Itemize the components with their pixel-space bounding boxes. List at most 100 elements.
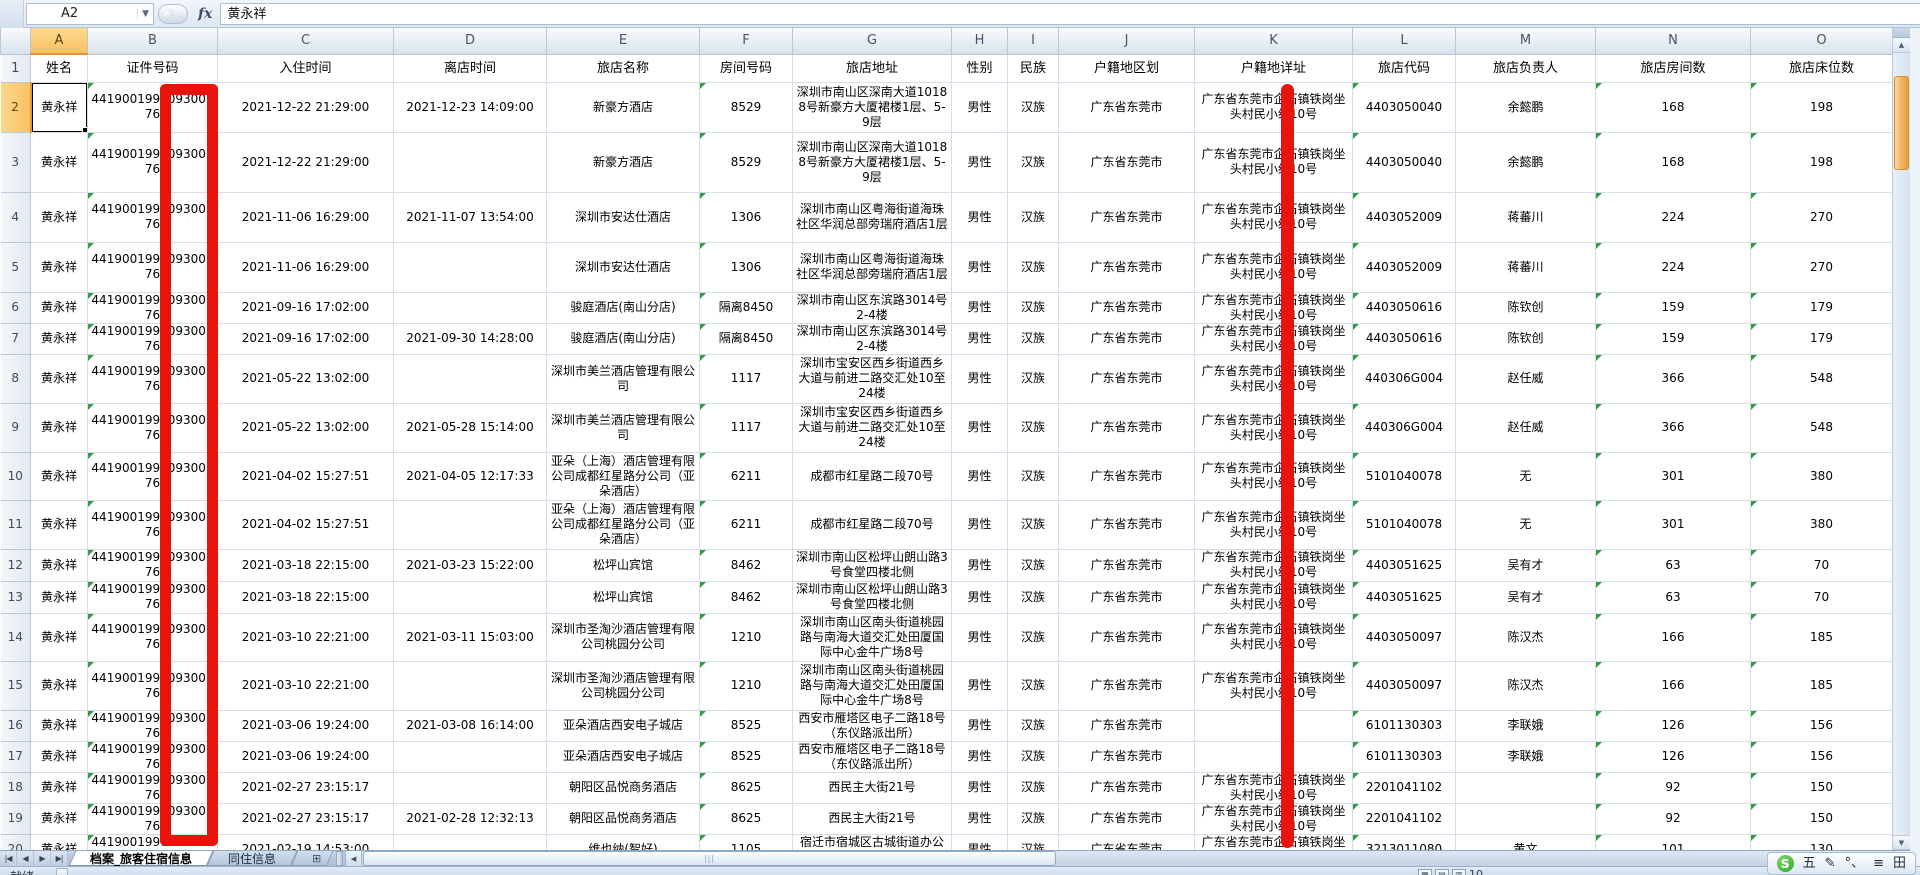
cell-G10[interactable]: 成都市红星路二段70号 [792, 451, 952, 501]
cell-O15[interactable]: 185 [1750, 660, 1893, 711]
scroll-left-icon[interactable]: ◀ [346, 851, 363, 866]
name-box[interactable]: A2 ▼ [26, 2, 154, 25]
cell-L20[interactable]: 3213011080 [1352, 833, 1456, 850]
cell-E10[interactable]: 亚朵（上海）酒店管理有限公司成都红星路分公司（亚朵酒店） [546, 451, 700, 501]
cell-N5[interactable]: 224 [1595, 241, 1751, 293]
cell-G11[interactable]: 成都市红星路二段70号 [792, 499, 952, 550]
cell-E12[interactable]: 松坪山宾馆 [546, 548, 700, 582]
cell-K14[interactable]: 广东省东莞市企石镇铁岗坐头村民小组10号 [1194, 612, 1353, 662]
macro-record-icon[interactable] [56, 868, 68, 875]
cell-I5[interactable]: 汉族 [1007, 241, 1059, 293]
vertical-scrollbar[interactable]: ▲ ▼ [1892, 28, 1910, 850]
cell-M14[interactable]: 陈汉杰 [1455, 612, 1596, 662]
cell-N8[interactable]: 366 [1595, 353, 1751, 404]
cell-O11[interactable]: 380 [1750, 499, 1893, 550]
cell-I8[interactable]: 汉族 [1007, 353, 1059, 404]
cell-A12[interactable]: 黄永祥 [30, 548, 88, 582]
cell-E19[interactable]: 朝阳区品悦商务酒店 [546, 802, 700, 835]
cell-G12[interactable]: 深圳市南山区松坪山朗山路3号食堂四楼北侧 [792, 548, 952, 582]
cell-E9[interactable]: 深圳市美兰酒店管理有限公司 [546, 402, 700, 453]
column-header-K[interactable]: K [1194, 28, 1353, 55]
cell-G18[interactable]: 西民主大街21号 [792, 771, 952, 804]
header-cell-D1[interactable]: 离店时间 [393, 53, 547, 83]
cell-H12[interactable]: 男性 [951, 548, 1008, 582]
cell-N6[interactable]: 159 [1595, 291, 1751, 324]
cell-I6[interactable]: 汉族 [1007, 291, 1059, 324]
cell-H5[interactable]: 男性 [951, 241, 1008, 293]
row-header-20[interactable]: 20 [0, 833, 31, 850]
cell-I19[interactable]: 汉族 [1007, 802, 1059, 835]
cell-B18[interactable]: 441900199009300376 [87, 771, 218, 804]
cell-M13[interactable]: 吴有才 [1455, 580, 1596, 614]
cell-N4[interactable]: 224 [1595, 191, 1751, 243]
cell-H10[interactable]: 男性 [951, 451, 1008, 501]
sheet-tab-cohabitant-info[interactable]: 同住信息 [210, 851, 294, 866]
cell-H8[interactable]: 男性 [951, 353, 1008, 404]
column-header-F[interactable]: F [699, 28, 793, 55]
cell-H18[interactable]: 男性 [951, 771, 1008, 804]
header-cell-G1[interactable]: 旅店地址 [792, 53, 952, 83]
cell-I12[interactable]: 汉族 [1007, 548, 1059, 582]
cell-A16[interactable]: 黄永祥 [30, 709, 88, 742]
cell-H4[interactable]: 男性 [951, 191, 1008, 243]
cell-D14[interactable]: 2021-03-11 15:03:00 [393, 612, 547, 662]
cell-J10[interactable]: 广东省东莞市 [1058, 451, 1195, 501]
cell-M17[interactable]: 李联娥 [1455, 740, 1596, 773]
cell-J19[interactable]: 广东省东莞市 [1058, 802, 1195, 835]
cell-L11[interactable]: 5101040078 [1352, 499, 1456, 550]
header-cell-L1[interactable]: 旅店代码 [1352, 53, 1456, 83]
cell-D7[interactable]: 2021-09-30 14:28:00 [393, 322, 547, 355]
cell-K5[interactable]: 广东省东莞市企石镇铁岗坐头村民小组10号 [1194, 241, 1353, 293]
cell-C8[interactable]: 2021-05-22 13:02:00 [217, 353, 394, 404]
sogou-logo-icon[interactable]: S [1776, 855, 1794, 872]
column-header-A[interactable]: A [30, 28, 88, 55]
cell-D12[interactable]: 2021-03-23 15:22:00 [393, 548, 547, 582]
cell-A20[interactable]: 黄永祥 [30, 833, 88, 850]
cell-H17[interactable]: 男性 [951, 740, 1008, 773]
cell-A11[interactable]: 黄永祥 [30, 499, 88, 550]
cell-M16[interactable]: 李联娥 [1455, 709, 1596, 742]
column-header-B[interactable]: B [87, 28, 218, 55]
column-header-J[interactable]: J [1058, 28, 1195, 55]
cell-L8[interactable]: 440306G004 [1352, 353, 1456, 404]
cell-K7[interactable]: 广东省东莞市企石镇铁岗坐头村民小组10号 [1194, 322, 1353, 355]
cell-M9[interactable]: 赵任威 [1455, 402, 1596, 453]
cell-B12[interactable]: 441900199009300376 [87, 548, 218, 582]
cell-B6[interactable]: 441900199009300376 [87, 291, 218, 324]
column-header-D[interactable]: D [393, 28, 547, 55]
cell-D11[interactable] [393, 499, 547, 550]
cell-D5[interactable] [393, 241, 547, 293]
formula-input[interactable]: 黄永祥 [220, 2, 1920, 25]
cell-I13[interactable]: 汉族 [1007, 580, 1059, 614]
cell-F4[interactable]: 1306 [699, 191, 793, 243]
header-cell-F1[interactable]: 房间号码 [699, 53, 793, 83]
cell-H14[interactable]: 男性 [951, 612, 1008, 662]
cell-L7[interactable]: 4403050616 [1352, 322, 1456, 355]
row-header-19[interactable]: 19 [0, 802, 31, 835]
cell-F15[interactable]: 1210 [699, 660, 793, 711]
cell-J20[interactable]: 广东省东莞市 [1058, 833, 1195, 850]
name-box-dropdown-icon[interactable]: ▼ [137, 8, 149, 19]
cell-M10[interactable]: 无 [1455, 451, 1596, 501]
row-header-7[interactable]: 7 [0, 322, 31, 355]
cell-L13[interactable]: 4403051625 [1352, 580, 1456, 614]
cell-D3[interactable] [393, 131, 547, 193]
cell-C19[interactable]: 2021-02-27 23:15:17 [217, 802, 394, 835]
cell-I3[interactable]: 汉族 [1007, 131, 1059, 193]
cell-E15[interactable]: 深圳市圣淘沙酒店管理有限公司桃园分公司 [546, 660, 700, 711]
cell-E11[interactable]: 亚朵（上海）酒店管理有限公司成都红星路分公司（亚朵酒店） [546, 499, 700, 550]
cell-J3[interactable]: 广东省东莞市 [1058, 131, 1195, 193]
cell-A13[interactable]: 黄永祥 [30, 580, 88, 614]
cell-M5[interactable]: 蒋蕃川 [1455, 241, 1596, 293]
cell-L17[interactable]: 6101130303 [1352, 740, 1456, 773]
cell-I9[interactable]: 汉族 [1007, 402, 1059, 453]
cell-G13[interactable]: 深圳市南山区松坪山朗山路3号食堂四楼北侧 [792, 580, 952, 614]
scroll-down-icon[interactable]: ▼ [1893, 835, 1910, 850]
cell-D9[interactable]: 2021-05-28 15:14:00 [393, 402, 547, 453]
row-header-9[interactable]: 9 [0, 402, 31, 453]
cell-E2[interactable]: 新豪方酒店 [546, 81, 700, 133]
cell-E3[interactable]: 新豪方酒店 [546, 131, 700, 193]
column-header-E[interactable]: E [546, 28, 700, 55]
cell-G9[interactable]: 深圳市宝安区西乡街道西乡大道与前进二路交汇处10至24楼 [792, 402, 952, 453]
cell-E13[interactable]: 松坪山宾馆 [546, 580, 700, 614]
